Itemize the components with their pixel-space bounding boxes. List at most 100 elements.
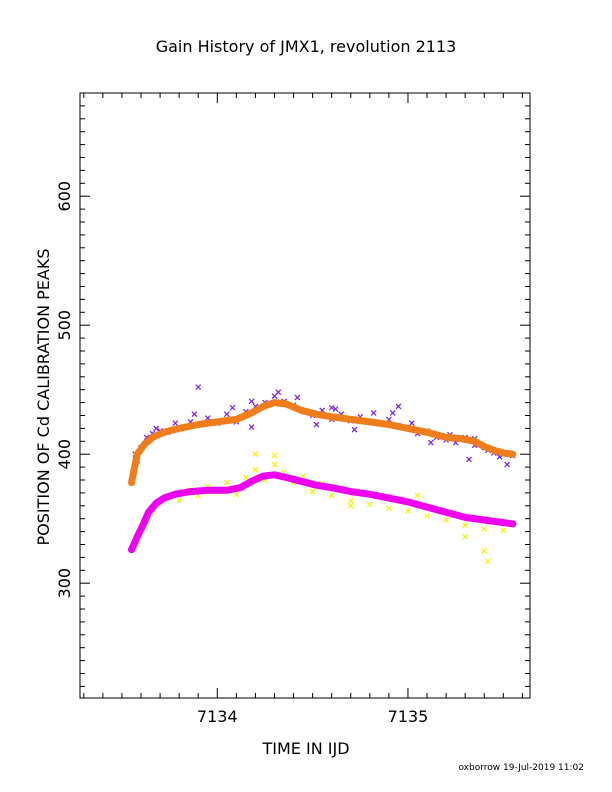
x-tick-label: 7135 bbox=[388, 707, 429, 726]
point-stroke bbox=[294, 394, 301, 401]
point-stroke bbox=[153, 425, 160, 432]
axes-group: 300 400 500 600 7134 7135 bbox=[55, 92, 531, 726]
point-stroke bbox=[313, 421, 320, 428]
plot-frame bbox=[79, 92, 531, 699]
point-stroke bbox=[233, 491, 240, 498]
data-point-lower_points bbox=[328, 492, 335, 499]
data-point-upper_points bbox=[332, 406, 339, 412]
point-stroke bbox=[405, 508, 411, 514]
point-stroke bbox=[347, 502, 354, 509]
data-point-upper_points bbox=[294, 394, 301, 401]
data-point-upper_points bbox=[313, 421, 320, 428]
point-stroke bbox=[385, 505, 392, 512]
data-point-upper_points bbox=[275, 389, 282, 396]
y-axis-label: POSITION OF Cd CALIBRATION PEAKS bbox=[34, 249, 53, 546]
point-stroke bbox=[366, 501, 373, 508]
point-stroke bbox=[143, 434, 150, 441]
data-point-upper_points bbox=[466, 456, 472, 463]
data-point-lower_points bbox=[481, 548, 488, 554]
y-tick-label: 600 bbox=[55, 181, 74, 212]
point-stroke bbox=[191, 411, 198, 418]
x-axis-label: TIME IN IJD bbox=[261, 739, 349, 758]
data-point-lower_points bbox=[271, 461, 278, 468]
footer-stamp: oxborrow 19-Jul-2019 11:02 bbox=[458, 763, 584, 773]
data-point-lower_points bbox=[443, 517, 450, 523]
data-point-lower_points bbox=[252, 466, 259, 473]
point-stroke bbox=[462, 533, 469, 540]
y-tick-label: 300 bbox=[55, 568, 74, 599]
data-marks bbox=[128, 384, 517, 565]
point-stroke bbox=[500, 527, 507, 534]
data-point-upper_points bbox=[370, 409, 377, 416]
data-point-lower_points bbox=[405, 508, 411, 514]
data-point-upper_points bbox=[248, 398, 255, 405]
data-point-lower_points bbox=[462, 533, 469, 540]
data-point-upper_points bbox=[395, 403, 402, 410]
point-stroke bbox=[332, 406, 339, 412]
point-stroke bbox=[328, 492, 335, 499]
point-stroke bbox=[351, 426, 358, 433]
point-stroke bbox=[242, 474, 249, 481]
point-stroke bbox=[424, 513, 430, 520]
data-point-lower_points bbox=[500, 527, 507, 534]
smoothed-line-lower_smooth bbox=[128, 471, 517, 554]
point-stroke bbox=[466, 456, 472, 463]
point-stroke bbox=[408, 420, 415, 427]
point-stroke bbox=[504, 461, 511, 468]
point-stroke bbox=[462, 522, 469, 529]
point-stroke bbox=[427, 439, 434, 446]
point-stroke bbox=[204, 415, 211, 421]
point-stroke bbox=[248, 424, 255, 431]
data-point-lower_points bbox=[242, 474, 249, 481]
data-point-lower_points bbox=[252, 451, 259, 458]
data-point-upper_points bbox=[195, 384, 202, 391]
point-stroke bbox=[223, 411, 230, 418]
data-point-upper_points bbox=[427, 439, 434, 446]
data-point-lower_points bbox=[223, 479, 230, 486]
data-point-upper_points bbox=[389, 409, 396, 416]
point-stroke bbox=[347, 497, 354, 504]
point-stroke bbox=[271, 461, 278, 468]
data-point-lower_points bbox=[176, 497, 183, 504]
data-point-upper_points bbox=[351, 426, 358, 433]
point-stroke bbox=[481, 526, 488, 532]
point-stroke bbox=[414, 492, 421, 499]
data-point-upper_points bbox=[191, 411, 198, 418]
point-stroke bbox=[229, 404, 236, 411]
point-stroke bbox=[481, 548, 488, 554]
y-tick-label: 400 bbox=[55, 439, 74, 470]
point-stroke bbox=[248, 398, 255, 405]
data-point-upper_points bbox=[328, 404, 335, 411]
point-stroke bbox=[309, 488, 316, 495]
data-point-lower_points bbox=[309, 488, 316, 495]
data-point-upper_points bbox=[172, 420, 179, 427]
smoothed-line-upper_smooth bbox=[128, 399, 517, 487]
point-stroke bbox=[395, 403, 402, 410]
point-stroke bbox=[223, 479, 230, 486]
point-stroke bbox=[271, 452, 278, 459]
point-stroke bbox=[370, 409, 377, 416]
data-point-lower_points bbox=[347, 497, 354, 504]
data-point-lower_points bbox=[233, 491, 240, 498]
data-point-lower_points bbox=[366, 501, 373, 508]
data-point-lower_points bbox=[485, 558, 491, 565]
point-stroke bbox=[389, 409, 396, 416]
data-point-upper_points bbox=[408, 420, 415, 427]
chart-title: Gain History of JMX1, revolution 2113 bbox=[156, 37, 457, 56]
data-point-upper_points bbox=[153, 425, 160, 432]
point-stroke bbox=[176, 497, 183, 504]
point-stroke bbox=[172, 420, 179, 427]
data-point-lower_points bbox=[481, 526, 488, 532]
x-tick-label: 7134 bbox=[197, 707, 238, 726]
data-point-lower_points bbox=[424, 513, 430, 520]
y-tick-label: 500 bbox=[55, 310, 74, 341]
data-point-lower_points bbox=[347, 502, 354, 509]
point-stroke bbox=[252, 466, 259, 473]
data-point-lower_points bbox=[271, 452, 278, 459]
data-point-upper_points bbox=[504, 461, 511, 468]
data-point-lower_points bbox=[462, 522, 469, 529]
data-point-upper_points bbox=[229, 404, 236, 411]
data-point-upper_points bbox=[223, 411, 230, 418]
